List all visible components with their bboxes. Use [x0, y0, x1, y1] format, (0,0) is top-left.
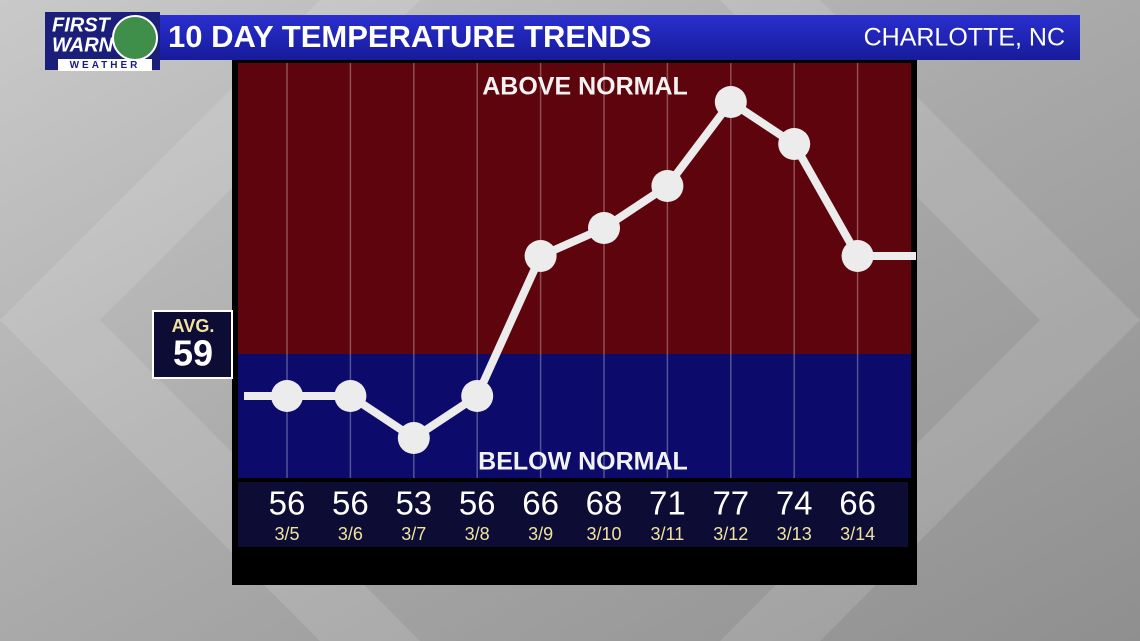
value-label: 56 — [269, 485, 306, 522]
logo-radar — [112, 15, 158, 61]
point — [714, 86, 747, 118]
logo-strip — [58, 59, 152, 71]
chart-title: 10 DAY TEMPERATURE TRENDS — [168, 19, 651, 54]
point — [397, 422, 430, 454]
point — [461, 380, 494, 412]
point — [778, 128, 811, 160]
date-label: 3/8 — [465, 524, 490, 544]
below-normal-area — [238, 354, 911, 478]
average-label: AVG. — [172, 316, 215, 336]
logo-text: WEATHER — [70, 60, 141, 71]
average-box — [152, 310, 233, 379]
date-label: 3/9 — [528, 524, 553, 544]
value-label: 71 — [649, 485, 686, 522]
average-value: 59 — [173, 333, 213, 374]
value-label: 53 — [395, 485, 432, 522]
value-label: 56 — [332, 485, 369, 522]
temperature-line — [287, 98, 862, 442]
value-label: 66 — [839, 485, 876, 522]
date-label: 3/5 — [274, 524, 299, 544]
point — [651, 170, 684, 202]
date-label: 3/12 — [713, 524, 748, 544]
title-bar — [45, 15, 1080, 60]
date-label: 3/13 — [777, 524, 812, 544]
point — [334, 380, 367, 412]
point — [271, 380, 303, 412]
date-label: 3/7 — [401, 524, 426, 544]
label-strip — [238, 482, 908, 547]
logo-text: FIRST — [52, 14, 112, 36]
date-label: 3/14 — [840, 524, 875, 544]
above-normal-area — [238, 63, 911, 354]
point — [588, 212, 620, 244]
value-label: 74 — [776, 485, 813, 522]
point — [524, 240, 557, 272]
below-label: BELOW NORMAL — [478, 448, 688, 476]
logo-text: WARN — [52, 34, 114, 56]
date-label: 3/10 — [586, 524, 621, 544]
date-label: 3/6 — [338, 524, 363, 544]
value-label: 56 — [459, 485, 496, 522]
above-label: ABOVE NORMAL — [482, 73, 688, 101]
value-label: 77 — [712, 485, 749, 522]
date-label: 3/11 — [651, 524, 685, 544]
value-label: 66 — [522, 485, 559, 522]
point — [841, 240, 874, 272]
location: CHARLOTTE, NC — [864, 24, 1065, 52]
value-label: 68 — [586, 485, 623, 522]
